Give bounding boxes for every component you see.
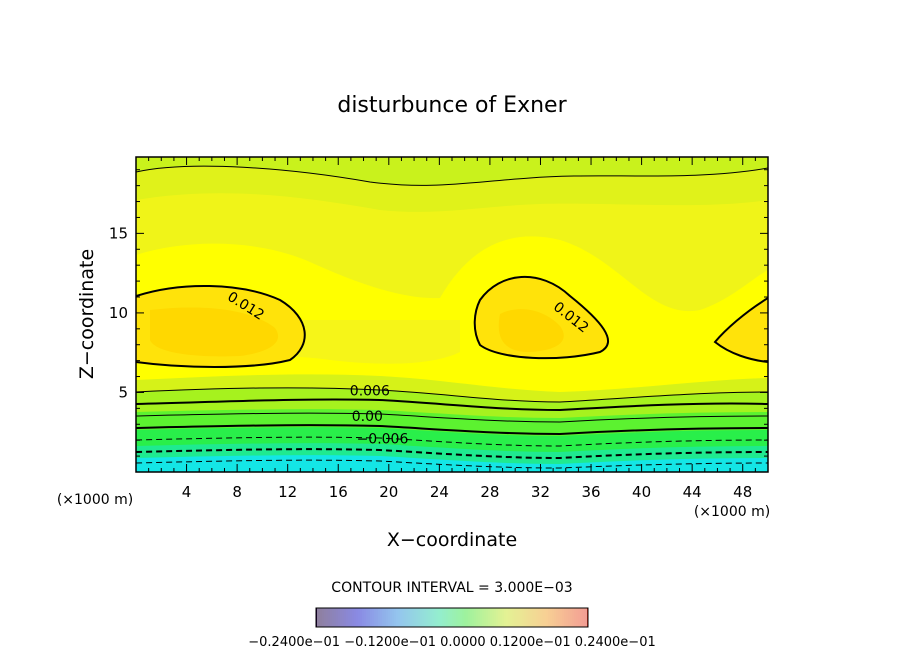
contour-label: −0.006 (357, 431, 409, 447)
x-tick-label: 32 (531, 483, 550, 501)
chart-title: disturbunce of Exner (337, 93, 567, 118)
contour-line-000 (136, 424, 768, 436)
y-axis-label: Z−coordinate (76, 249, 98, 379)
contour-line-012-left (136, 284, 306, 368)
x-tick-label: 28 (480, 483, 499, 501)
x-tick-label: 4 (182, 483, 192, 501)
x-tick-label: 24 (430, 483, 449, 501)
x-tick-label: 8 (232, 483, 242, 501)
contour-line-006 (136, 398, 768, 412)
contour-line-neg006 (136, 448, 768, 460)
colorbar-labels: −0.2400e−01 −0.1200e−01 0.0000 0.1200e−0… (248, 635, 655, 650)
band-negative-low (136, 455, 768, 472)
contour-interval-text: CONTOUR INTERVAL = 3.000E−03 (331, 580, 572, 596)
contour-label: 0.006 (350, 384, 390, 400)
contour-line-009 (136, 387, 768, 403)
x-tick-label: 44 (683, 483, 702, 501)
contour-line-012-right (713, 297, 768, 363)
x-tick-label: 40 (632, 483, 651, 501)
contour-label: 0.00 (352, 409, 383, 425)
y-axis: 5 10 15 (109, 169, 768, 457)
y-tick-label: 15 (109, 224, 128, 242)
contour-line-upper (136, 165, 768, 186)
core-left (150, 307, 279, 357)
contour-line-neg009 (136, 459, 768, 469)
x-axis: 4 8 12 16 20 24 28 32 36 40 44 48 (148, 157, 756, 501)
x-tick-label: 36 (581, 483, 600, 501)
core-middle (498, 309, 564, 352)
x-unit-right: (×1000 m) (694, 504, 770, 520)
x-tick-label: 16 (329, 483, 348, 501)
band-peak-right (715, 298, 768, 362)
contour-line-012-middle (473, 275, 610, 360)
y-tick-label: 5 (118, 383, 128, 401)
colorbar (315, 607, 589, 628)
y-tick-label: 10 (109, 304, 128, 322)
x-axis-label: X−coordinate (387, 529, 517, 551)
colorbar-frame (315, 607, 589, 628)
x-tick-label: 20 (379, 483, 398, 501)
contour-line-neg003 (136, 436, 768, 447)
contour-line-003 (136, 412, 768, 423)
x-unit-left: (×1000 m) (57, 492, 133, 508)
x-tick-label: 12 (278, 483, 297, 501)
contour-fill (136, 157, 768, 472)
x-tick-label: 48 (733, 483, 752, 501)
